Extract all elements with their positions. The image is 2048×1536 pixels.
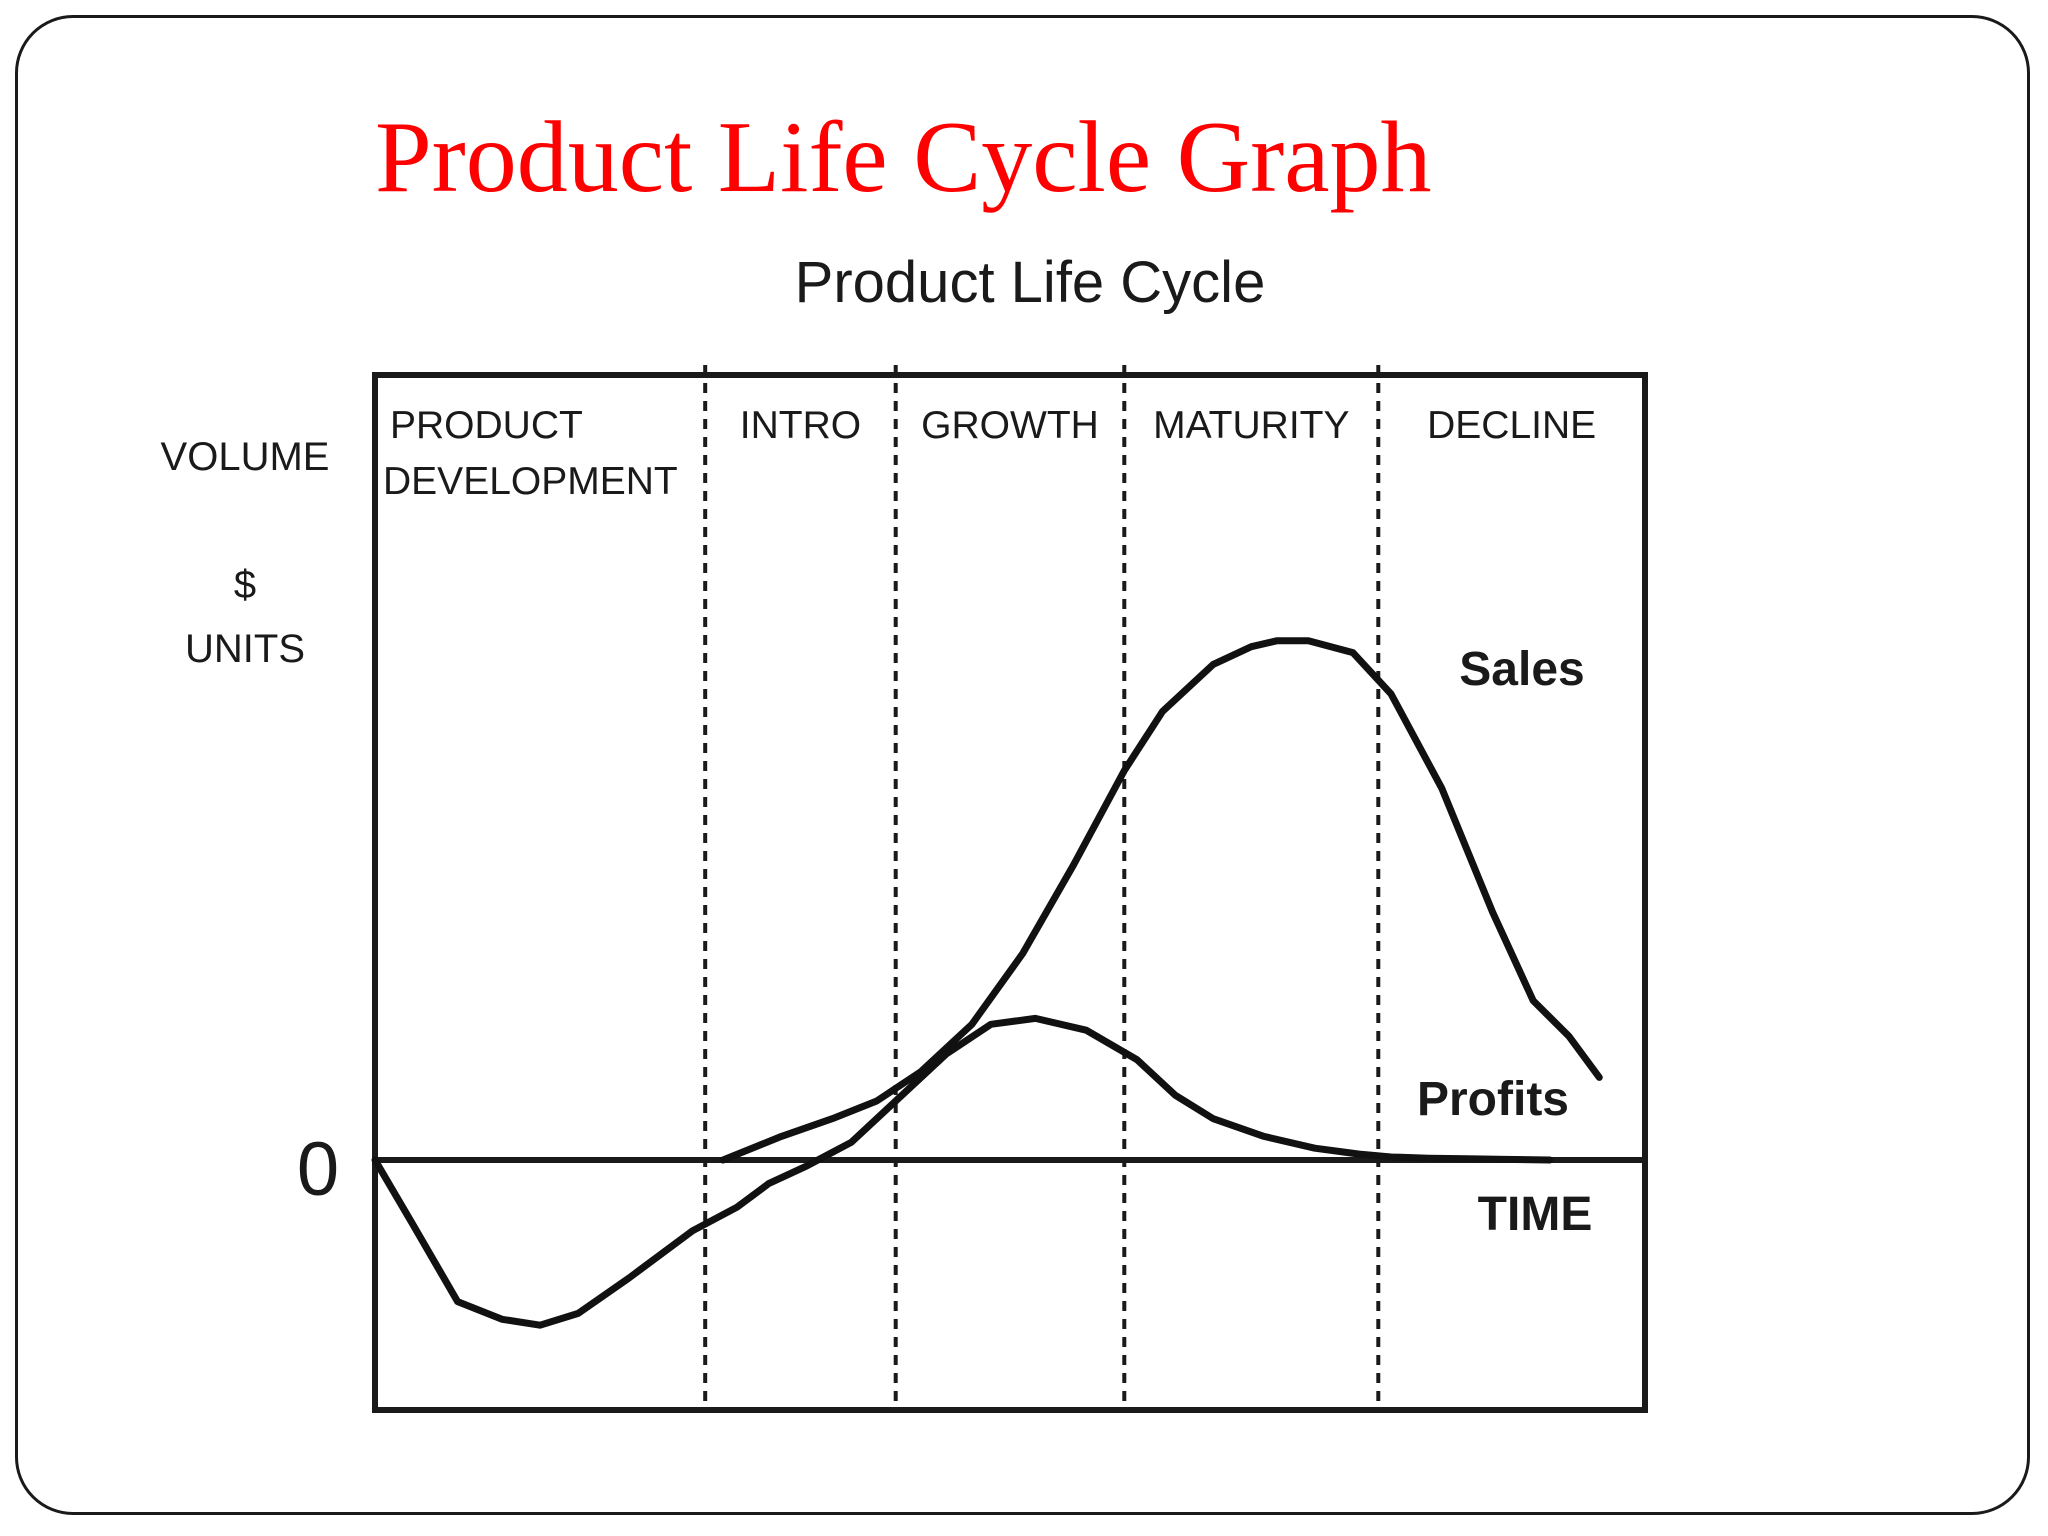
zero-tick-label: 0 bbox=[297, 1127, 339, 1212]
y-axis-label: UNITS bbox=[185, 627, 305, 671]
chart-title: Product Life Cycle bbox=[795, 250, 1266, 315]
series-label-sales: Sales bbox=[1459, 643, 1584, 696]
y-axis-label: $ bbox=[234, 563, 256, 607]
stage-label: DEVELOPMENT bbox=[383, 460, 678, 503]
series-line-profits bbox=[371, 1014, 1554, 1329]
series-line-sales bbox=[719, 637, 1603, 1164]
x-axis-label: TIME bbox=[1478, 1188, 1593, 1241]
plot-frame bbox=[372, 372, 1648, 1413]
slide-title: Product Life Cycle Graph bbox=[375, 101, 1432, 214]
slide-frame bbox=[15, 15, 2030, 1515]
stage-label: PRODUCT bbox=[390, 404, 583, 447]
stage-label: MATURITY bbox=[1153, 404, 1349, 447]
stage-label: GROWTH bbox=[921, 404, 1099, 447]
series-label-profits: Profits bbox=[1417, 1073, 1569, 1126]
stage-label: INTRO bbox=[740, 404, 861, 447]
stage-label: DECLINE bbox=[1427, 404, 1596, 447]
y-axis-label: VOLUME bbox=[161, 435, 330, 479]
